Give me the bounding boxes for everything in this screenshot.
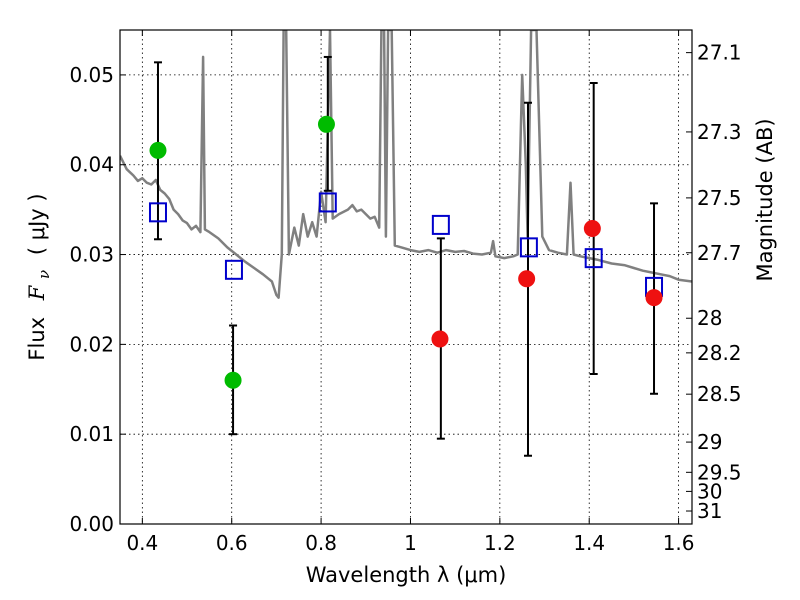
y-tick-label: 0.03: [69, 243, 114, 267]
plot-area: [120, 30, 692, 457]
nir-data-point: [518, 270, 536, 288]
y-tick-label: 0.01: [69, 422, 114, 446]
y2-tick-label: 31: [697, 499, 722, 523]
y-tick-label: 0.00: [69, 512, 114, 536]
optical-data-point: [224, 371, 242, 389]
x-tick-label: 1.4: [573, 531, 605, 555]
y2-tick-label: 29: [697, 430, 722, 454]
x-tick-label: 1.2: [484, 531, 516, 555]
y-tick-label: 0.04: [69, 153, 114, 177]
model-photometry-square: [519, 237, 538, 258]
y-axis-ticks: 0.00 0.01 0.02 0.03 0.04 0.05: [69, 63, 126, 536]
y-tick-label: 0.05: [69, 63, 114, 87]
y2-axis-title: Magnitude (AB): [753, 118, 777, 281]
model-photometry-square: [318, 192, 337, 213]
y2-tick-label: 30: [697, 479, 722, 503]
y2-tick-label: 27.7: [697, 241, 742, 265]
nir-data-point: [583, 219, 601, 237]
y2-tick-label: 28.5: [697, 382, 742, 406]
y-tick-label: 0.02: [69, 332, 114, 356]
x-tick-label: 0.4: [126, 531, 158, 555]
optical-data-point: [317, 115, 335, 133]
x-tick-label: 0.6: [216, 531, 248, 555]
x-axis-title: Wavelength λ (μm): [306, 563, 507, 587]
y2-tick-label: 29.5: [697, 460, 742, 484]
nir-data-point: [431, 330, 449, 348]
y2-tick-label: 28: [697, 306, 722, 330]
marker-layer: [148, 115, 664, 389]
x-tick-label: 1.6: [663, 531, 695, 555]
spectrum-line: [120, 30, 692, 299]
y2-tick-label: 27.5: [697, 186, 742, 210]
plot-frame: [119, 29, 693, 525]
y-axis-title-subscript: ν: [35, 270, 53, 279]
model-photometry-square: [148, 202, 167, 223]
y2-tick-label: 27.3: [697, 120, 742, 144]
model-photometry-square: [224, 259, 243, 280]
error-bar-layer: [153, 55, 659, 457]
model-photometry-square: [431, 214, 450, 235]
x-tick-label: 1: [404, 531, 417, 555]
y-axis-title-symbol: F: [25, 284, 49, 301]
optical-data-point: [149, 141, 167, 159]
nir-data-point: [645, 289, 663, 307]
y-axis-title-units: ( μJy ): [25, 193, 49, 255]
x-axis-ticks: 0.4 0.6 0.8 1 1.2 1.4 1.6: [126, 30, 695, 555]
y-axis-title: Flux F ν ( μJy ): [25, 193, 54, 360]
y2-tick-label: 27.1: [697, 41, 742, 65]
model-photometry-square: [584, 248, 603, 269]
y-axis-title-word: Flux: [25, 317, 49, 361]
spectrum-layer: [120, 30, 692, 299]
y2-tick-label: 28.2: [697, 341, 742, 365]
x-tick-label: 0.8: [305, 531, 337, 555]
